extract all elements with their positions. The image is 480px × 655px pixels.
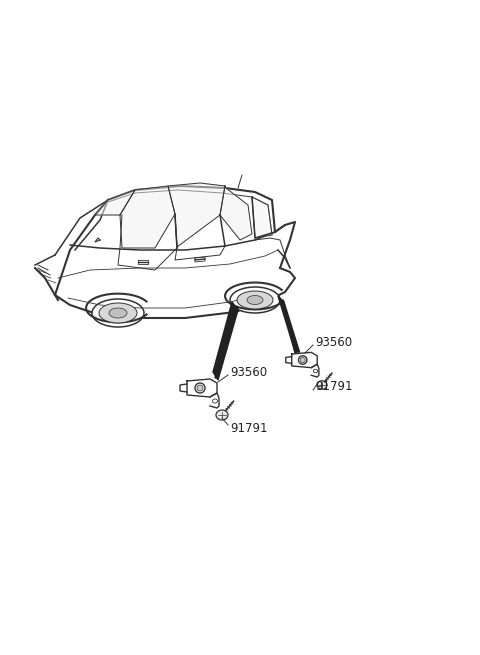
Text: 91791: 91791: [315, 381, 352, 394]
Ellipse shape: [197, 385, 203, 391]
Polygon shape: [213, 302, 238, 380]
Ellipse shape: [195, 383, 205, 393]
Text: 93560: 93560: [315, 335, 352, 348]
Ellipse shape: [213, 399, 217, 403]
Ellipse shape: [300, 358, 305, 363]
Text: 93560: 93560: [230, 365, 267, 379]
Polygon shape: [180, 384, 187, 392]
Ellipse shape: [99, 303, 137, 323]
Ellipse shape: [230, 287, 280, 313]
Polygon shape: [168, 183, 225, 247]
Polygon shape: [210, 393, 219, 408]
Ellipse shape: [299, 356, 307, 364]
Polygon shape: [311, 364, 319, 377]
Ellipse shape: [109, 308, 127, 318]
Polygon shape: [187, 379, 217, 397]
Polygon shape: [286, 356, 292, 364]
Ellipse shape: [237, 291, 273, 309]
Ellipse shape: [313, 369, 318, 373]
Polygon shape: [278, 296, 302, 360]
Ellipse shape: [247, 295, 263, 305]
Polygon shape: [220, 186, 252, 240]
Ellipse shape: [92, 299, 144, 327]
Polygon shape: [292, 352, 317, 367]
Polygon shape: [120, 186, 175, 248]
Polygon shape: [95, 190, 135, 215]
Ellipse shape: [317, 381, 327, 389]
Text: 91791: 91791: [230, 422, 267, 434]
Ellipse shape: [216, 410, 228, 420]
Polygon shape: [252, 197, 272, 238]
